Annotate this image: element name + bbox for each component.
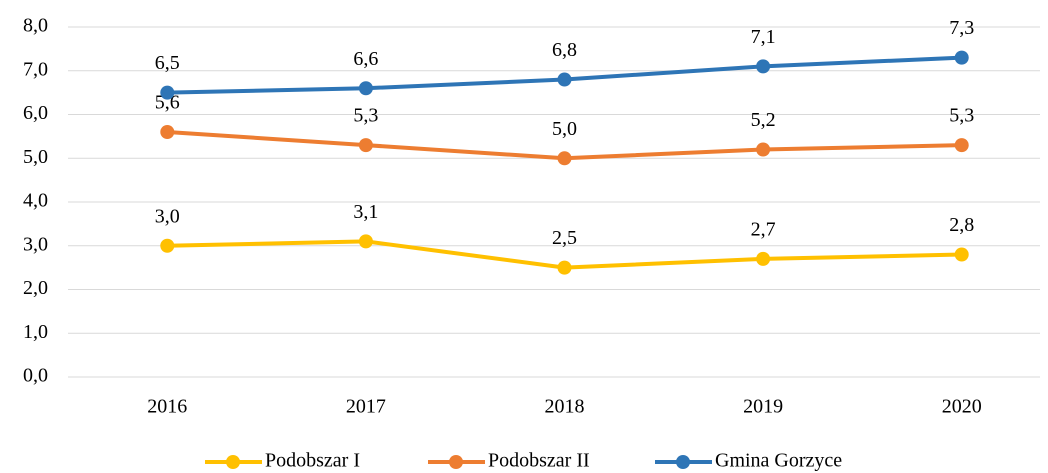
point-marker: [160, 85, 175, 100]
x-tick-label: 2019: [743, 396, 783, 418]
y-tick-label: 2,0: [23, 277, 48, 299]
legend-marker: [449, 455, 463, 469]
legend-marker: [676, 455, 690, 469]
x-tick-label: 2018: [545, 396, 585, 418]
point-marker: [557, 151, 572, 166]
y-tick-label: 6,0: [23, 102, 48, 124]
data-label: 5,0: [552, 118, 577, 140]
point-marker: [557, 260, 572, 275]
data-label: 5,2: [751, 109, 776, 131]
point-marker: [358, 81, 373, 96]
y-tick-label: 3,0: [23, 233, 48, 255]
point-marker: [954, 247, 969, 262]
data-label: 5,3: [949, 105, 974, 127]
data-label: 2,7: [751, 218, 776, 240]
data-label: 7,3: [949, 17, 974, 39]
legend-label: Gmina Gorzyce: [715, 450, 842, 472]
data-label: 3,1: [353, 201, 378, 223]
point-marker: [557, 72, 572, 87]
y-tick-label: 4,0: [23, 190, 48, 212]
legend-label: Podobszar I: [265, 450, 360, 472]
y-tick-label: 8,0: [23, 15, 48, 37]
point-marker: [358, 234, 373, 249]
data-label: 7,1: [751, 26, 776, 48]
y-tick-label: 1,0: [23, 321, 48, 343]
point-marker: [756, 142, 771, 157]
point-marker: [160, 125, 175, 139]
x-tick-label: 2017: [346, 396, 386, 418]
point-marker: [756, 59, 771, 74]
point-marker: [756, 251, 771, 266]
point-marker: [160, 238, 175, 253]
point-marker: [954, 138, 969, 153]
x-tick-label: 2020: [942, 396, 982, 418]
data-label: 6,8: [552, 39, 577, 61]
point-marker: [954, 50, 969, 65]
data-label: 6,5: [155, 52, 180, 74]
point-marker: [358, 138, 373, 153]
data-label: 5,3: [353, 105, 378, 127]
legend-marker: [226, 455, 240, 469]
data-label: 5,6: [155, 92, 180, 114]
y-tick-label: 5,0: [23, 146, 48, 168]
data-label: 2,8: [949, 214, 974, 236]
y-tick-label: 0,0: [23, 365, 48, 387]
data-label: 6,6: [353, 48, 378, 70]
legend-label: Podobszar II: [488, 450, 590, 472]
data-label: 2,5: [552, 227, 577, 249]
y-tick-label: 7,0: [23, 58, 48, 80]
x-tick-label: 2016: [147, 396, 187, 418]
data-label: 3,0: [155, 205, 180, 227]
